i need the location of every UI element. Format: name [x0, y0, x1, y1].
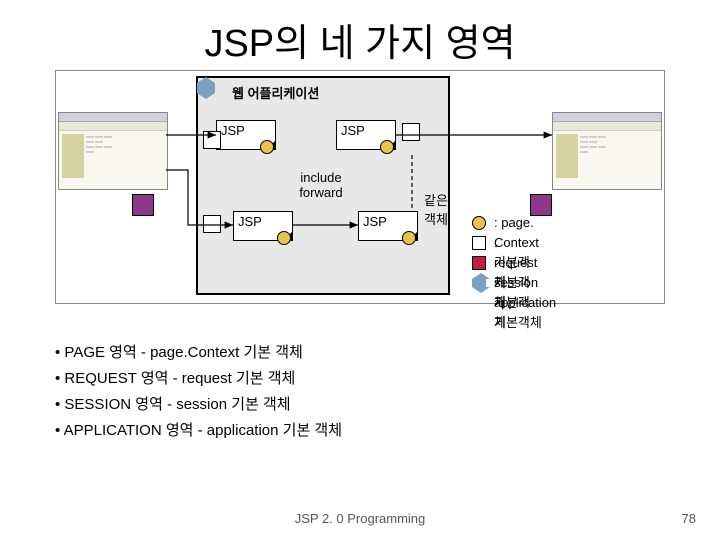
jsp-label: JSP [363, 214, 387, 229]
white-square-icon [472, 236, 486, 250]
red-square-icon [472, 256, 486, 270]
bullet-text: SESSION 영역 - session 기본 객체 [64, 396, 290, 413]
bullet-text: PAGE 영역 - page.Context 기본 객체 [64, 344, 302, 361]
bullet-text: APPLICATION 영역 - application 기본 객체 [64, 422, 342, 439]
page-marker [380, 140, 394, 154]
bullet-item: • PAGE 영역 - page.Context 기본 객체 [55, 340, 342, 366]
circle-icon [472, 216, 486, 230]
page-number: 78 [682, 511, 696, 526]
bullet-item: • SESSION 영역 - session 기본 객체 [55, 392, 342, 418]
browser-left: xxxx xxxx xxxxxxxx xxxxxxxx xxxx xxxxxxx… [58, 112, 168, 190]
bullet-item: • APPLICATION 영역 - application 기본 객체 [55, 418, 342, 444]
page-marker [402, 231, 416, 245]
session-marker [132, 194, 154, 216]
slide-title: JSP의 네 가지 영역 [0, 12, 720, 67]
legend-text: : application 기본객체 [494, 273, 556, 333]
footer-text: JSP 2. 0 Programming [0, 511, 720, 526]
page-marker [277, 231, 291, 245]
bullet-item: • REQUEST 영역 - request 기본 객체 [55, 366, 342, 392]
browser-right: xxxx xxxx xxxxxxxx xxxxxxxx xxxx xxxxxxx… [552, 112, 662, 190]
bullet-text: REQUEST 영역 - request 기본 객체 [64, 370, 295, 387]
jsp-label: JSP [238, 214, 262, 229]
page-marker [260, 140, 274, 154]
jsp-label: JSP [341, 123, 365, 138]
request-marker [203, 131, 221, 149]
hexagon-icon [197, 83, 215, 93]
request-marker [402, 123, 420, 141]
hexagon-icon [472, 279, 486, 287]
request-marker [203, 215, 221, 233]
include-forward-label: include forward [286, 170, 356, 200]
jsp-label: JSP [221, 123, 245, 138]
webapp-label: 웹 어플리케이션 [232, 83, 319, 102]
same-object-label: 같은 객체 [416, 190, 456, 228]
bullet-list: • PAGE 영역 - page.Context 기본 객체 • REQUEST… [55, 340, 342, 444]
